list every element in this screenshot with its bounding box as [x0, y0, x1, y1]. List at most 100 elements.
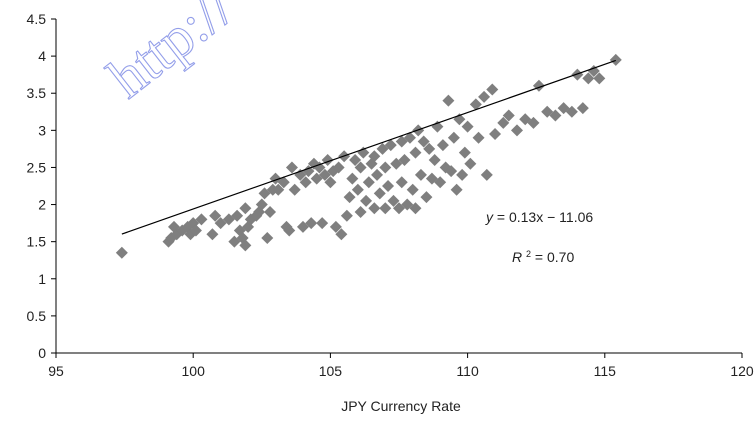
r-squared-symbol: R	[512, 249, 522, 265]
data-point	[332, 161, 345, 174]
data-point	[299, 176, 312, 189]
data-point	[349, 154, 362, 167]
data-point	[283, 224, 296, 237]
data-point	[343, 191, 356, 204]
data-point	[277, 176, 290, 189]
data-point	[497, 116, 510, 129]
data-point	[480, 168, 493, 181]
data-point	[445, 165, 458, 178]
watermark: http://	[96, 0, 246, 110]
data-point	[423, 142, 436, 155]
y-tick-label: 3	[38, 122, 46, 138]
data-point	[403, 131, 416, 144]
data-point	[571, 68, 584, 81]
data-point	[351, 183, 364, 196]
data-point	[478, 90, 491, 103]
data-point	[527, 116, 540, 129]
data-point	[316, 217, 329, 230]
data-point	[447, 131, 460, 144]
data-point	[395, 176, 408, 189]
x-tick-label: 120	[730, 363, 754, 379]
data-point	[461, 120, 474, 133]
data-point	[593, 72, 606, 85]
data-point	[340, 209, 353, 222]
data-point	[436, 139, 449, 152]
data-point	[324, 176, 337, 189]
data-point	[384, 139, 397, 152]
data-point	[335, 228, 348, 241]
data-point	[434, 176, 447, 189]
data-point	[288, 183, 301, 196]
data-point	[302, 165, 315, 178]
data-point	[409, 146, 422, 159]
data-point	[360, 194, 373, 207]
data-point	[346, 172, 359, 185]
y-tick-label: 2	[38, 197, 46, 213]
data-point	[464, 157, 477, 170]
data-point	[502, 109, 515, 122]
y-tick-label: 4	[38, 48, 46, 64]
data-point	[382, 180, 395, 192]
data-point	[115, 246, 128, 259]
axes	[51, 18, 743, 358]
data-point	[313, 161, 326, 174]
y-tick-label: 0.5	[27, 308, 47, 324]
data-point	[379, 161, 392, 174]
data-point	[398, 154, 411, 167]
x-axis-title: JPY Currency Rate	[341, 398, 461, 414]
data-point	[354, 161, 367, 174]
data-point	[486, 83, 499, 96]
trendline-equation: y = 0.13x − 11.06	[485, 209, 593, 225]
data-point	[329, 220, 342, 233]
data-point	[189, 224, 202, 237]
data-point	[305, 217, 318, 230]
data-point	[261, 231, 274, 244]
data-point	[357, 146, 370, 159]
x-tick-label: 95	[48, 363, 64, 379]
data-point	[456, 168, 469, 181]
data-point	[371, 168, 384, 181]
data-point	[458, 146, 471, 159]
r-squared-label: R 2 = 0.70	[512, 249, 574, 265]
data-point	[406, 183, 419, 196]
data-points	[115, 53, 622, 259]
data-point	[195, 213, 208, 226]
trendline	[121, 59, 616, 235]
data-point	[431, 120, 444, 133]
equation-y-symbol: y	[485, 209, 494, 225]
data-point	[414, 168, 427, 181]
data-point	[379, 202, 392, 215]
data-point	[450, 183, 463, 196]
data-point	[272, 183, 285, 196]
data-point	[582, 72, 595, 85]
data-point	[368, 202, 381, 215]
r-squared-exponent: 2	[526, 249, 531, 259]
data-point	[354, 205, 367, 218]
y-tick-label: 3.5	[27, 85, 47, 101]
data-point	[239, 202, 252, 215]
x-tick-label: 105	[319, 363, 343, 379]
data-point	[206, 228, 219, 241]
data-point	[587, 64, 600, 77]
data-point	[565, 105, 578, 118]
data-point	[472, 131, 485, 144]
data-point	[420, 191, 433, 204]
y-tick-label: 4.5	[27, 11, 47, 27]
r-squared-value: = 0.70	[535, 249, 575, 265]
data-point	[264, 205, 277, 218]
data-point	[231, 209, 244, 222]
data-point	[387, 194, 400, 207]
data-point	[409, 202, 422, 215]
data-point	[368, 150, 381, 163]
y-tick-label: 0	[38, 345, 46, 361]
data-point	[576, 102, 589, 115]
data-point	[255, 198, 268, 211]
data-point	[285, 161, 298, 174]
data-point	[609, 53, 622, 66]
x-tick-label: 100	[182, 363, 206, 379]
data-point	[417, 135, 430, 148]
data-point	[209, 209, 222, 222]
y-tick-label: 2.5	[27, 159, 47, 175]
tick-labels: 0 0.5 1 1.5 2 2.5 3 3.5 4 4.5 95 100 105 110 115 120	[27, 11, 754, 379]
